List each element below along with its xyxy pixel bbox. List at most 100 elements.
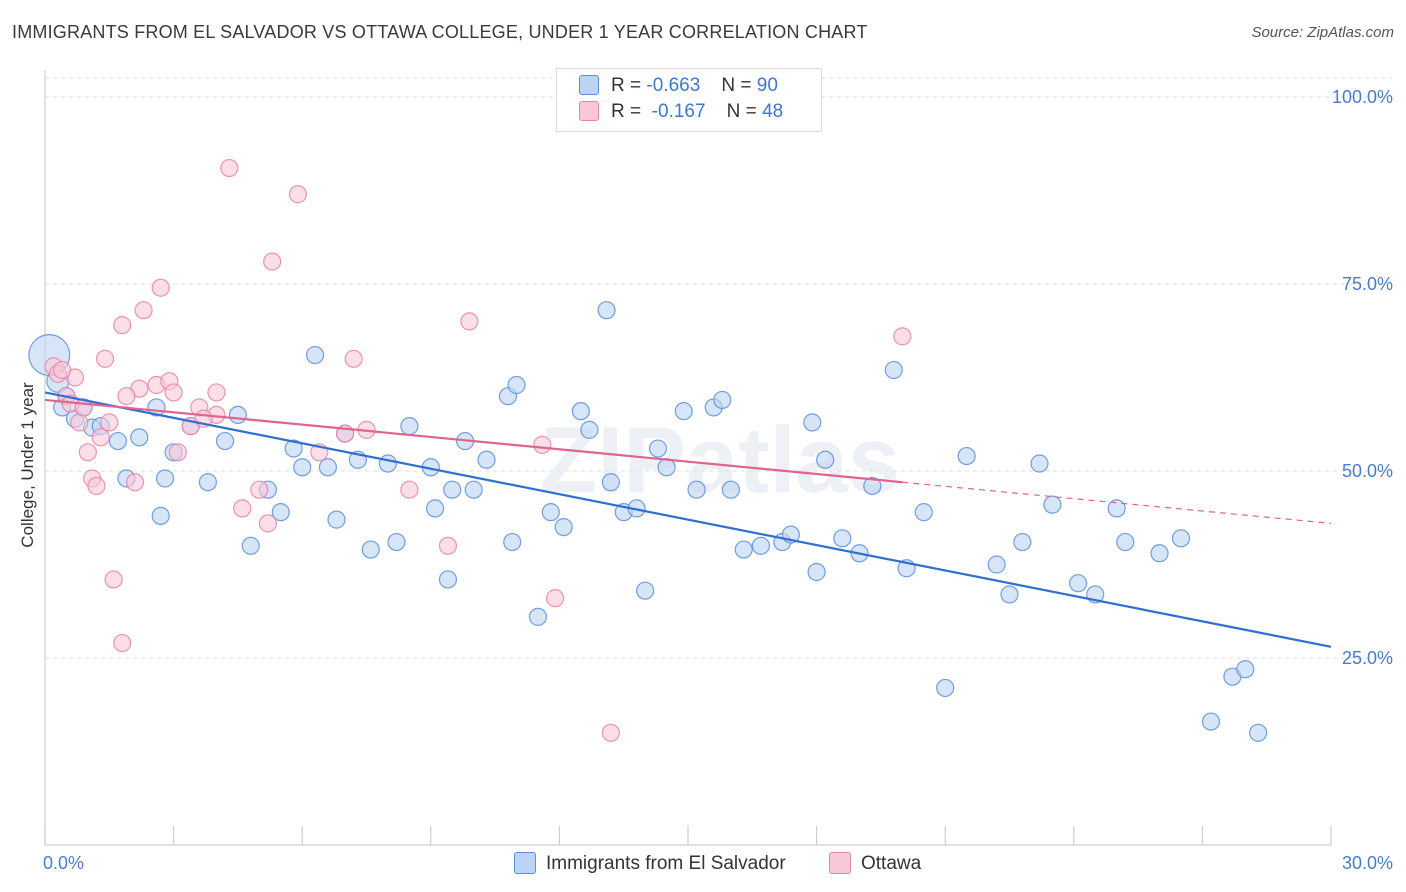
data-point xyxy=(155,469,175,488)
data-point xyxy=(464,480,483,499)
legend-row-blue: R = -0.663 N = 90 xyxy=(579,75,778,101)
data-point xyxy=(1030,454,1049,473)
data-point xyxy=(936,678,955,698)
data-point xyxy=(636,581,655,600)
data-point xyxy=(987,555,1006,574)
data-point xyxy=(580,420,599,439)
data-point xyxy=(387,532,406,552)
data-point xyxy=(87,476,106,496)
data-point xyxy=(1068,574,1088,593)
data-point xyxy=(863,476,882,496)
data-point xyxy=(113,633,132,653)
data-point xyxy=(100,413,119,432)
data-point xyxy=(425,499,445,518)
data-point xyxy=(241,536,260,555)
data-point xyxy=(151,506,170,525)
data-point xyxy=(53,360,72,380)
data-point xyxy=(816,450,835,469)
data-point xyxy=(477,450,496,469)
data-point xyxy=(271,503,290,522)
data-point xyxy=(1043,495,1062,514)
correlation-legend: R = -0.663 N = 90 R = -0.167 N = 48 xyxy=(556,68,822,132)
n-value-blue: 90 xyxy=(756,75,778,96)
data-point xyxy=(601,723,620,742)
r-value-pink: -0.167 xyxy=(651,101,706,122)
data-point xyxy=(597,301,616,320)
data-point xyxy=(400,480,419,499)
blue-legend-swatch xyxy=(514,852,536,874)
legend-row-pink: R = -0.167 N = 48 xyxy=(579,101,783,127)
y-tick-label: 100.0% xyxy=(1332,87,1393,107)
pink-legend-swatch xyxy=(829,852,851,874)
n-label: N = xyxy=(726,101,757,122)
grid-lines xyxy=(45,77,1392,659)
trend-line-blue xyxy=(44,391,1332,648)
source-credit: Source: ZipAtlas.com xyxy=(1251,24,1394,41)
data-point xyxy=(164,383,183,402)
data-point xyxy=(601,473,620,492)
data-point xyxy=(284,439,303,458)
data-point xyxy=(168,443,187,462)
data-point xyxy=(893,327,912,346)
data-point xyxy=(1171,529,1191,548)
data-point xyxy=(528,607,548,626)
bottom-legend-pink-label: Ottawa xyxy=(861,853,922,874)
data-point xyxy=(460,312,479,331)
data-point xyxy=(571,402,590,421)
data-point xyxy=(1000,585,1019,604)
data-point xyxy=(113,316,132,335)
r-label: R = xyxy=(611,101,642,122)
data-point xyxy=(438,536,458,555)
trend-line-pink xyxy=(44,398,903,484)
data-point xyxy=(258,514,278,533)
data-point xyxy=(884,360,903,380)
y-tick-label: 75.0% xyxy=(1342,274,1393,294)
bottom-legend-blue-label: Immigrants from El Salvador xyxy=(546,853,786,874)
data-point xyxy=(117,387,136,406)
r-label: R = xyxy=(611,75,642,96)
data-point xyxy=(198,473,217,492)
n-label: N = xyxy=(721,75,752,96)
data-point xyxy=(546,589,565,608)
data-point xyxy=(1201,712,1221,731)
data-point xyxy=(207,383,226,402)
data-point xyxy=(263,252,282,271)
data-point xyxy=(400,417,419,436)
data-point xyxy=(151,278,170,297)
data-point xyxy=(1236,660,1255,679)
data-point xyxy=(807,562,826,582)
data-point xyxy=(288,185,308,204)
data-point xyxy=(734,540,753,559)
data-point xyxy=(250,480,269,499)
data-point xyxy=(438,570,458,589)
data-point xyxy=(327,510,346,529)
data-point xyxy=(721,480,740,499)
data-point xyxy=(228,405,247,424)
data-point xyxy=(125,473,145,492)
data-point xyxy=(70,413,89,432)
r-value-blue: -0.663 xyxy=(646,75,701,96)
data-point xyxy=(1150,544,1169,563)
data-point xyxy=(305,345,325,365)
n-value-pink: 48 xyxy=(762,101,784,122)
data-point xyxy=(833,529,852,548)
data-point xyxy=(674,402,693,421)
trend-lines xyxy=(44,391,1332,648)
data-point xyxy=(134,301,153,320)
data-point xyxy=(443,480,462,499)
data-point xyxy=(713,390,732,410)
chart-title: IMMIGRANTS FROM EL SALVADOR VS OTTAWA CO… xyxy=(12,22,868,42)
data-point xyxy=(220,158,239,178)
data-point xyxy=(533,435,552,454)
data-point xyxy=(914,503,933,522)
data-point xyxy=(751,536,770,555)
data-point xyxy=(687,480,706,499)
data-point xyxy=(657,458,676,477)
data-point xyxy=(215,431,235,451)
data-point xyxy=(803,413,822,432)
y-tick-label: 25.0% xyxy=(1342,648,1393,668)
data-point xyxy=(78,443,97,462)
data-point xyxy=(507,375,526,395)
x-ticks xyxy=(44,826,1332,845)
y-tick-label: 50.0% xyxy=(1342,461,1393,481)
